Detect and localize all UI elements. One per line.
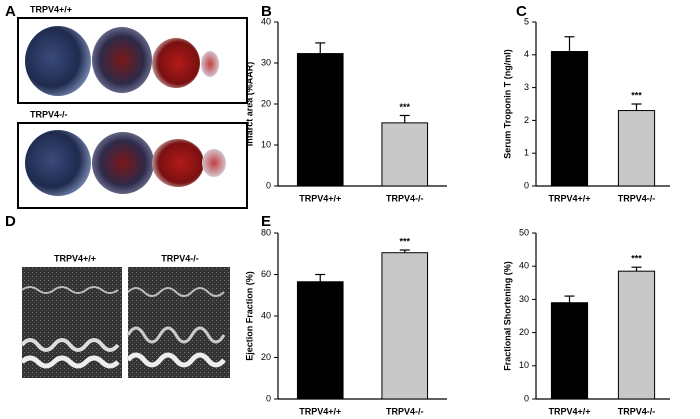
x-tick-label: TRPV4+/+ — [299, 193, 341, 203]
significance-label: *** — [399, 102, 410, 112]
y-tick-label: 40 — [261, 310, 271, 320]
image-label: TRPV4+/+ — [30, 4, 72, 14]
x-tick-label: TRPV4+/+ — [548, 193, 590, 203]
x-tick-label: TRPV4+/+ — [299, 406, 341, 416]
y-tick-label: 20 — [261, 98, 271, 108]
y-axis-label: Serum Troponin T (ng/ml) — [502, 49, 512, 159]
panel-label: A — [5, 3, 16, 20]
x-tick-label: TRPV4-/- — [386, 193, 424, 203]
y-tick-label: 5 — [524, 16, 529, 26]
image-label: TRPV4-/- — [161, 253, 199, 263]
y-tick-label: 40 — [261, 16, 271, 26]
bar — [296, 53, 344, 187]
x-tick-label: TRPV4-/- — [618, 406, 656, 416]
heart-slices-image — [17, 17, 248, 104]
y-tick-label: 20 — [261, 352, 271, 362]
x-tick-label: TRPV4-/- — [386, 406, 424, 416]
y-tick-label: 30 — [519, 294, 529, 304]
y-tick-label: 1 — [524, 148, 529, 158]
bar — [617, 110, 656, 187]
panel-label: D — [5, 213, 16, 230]
y-axis-label: Fractional Shortening (%) — [502, 261, 512, 371]
y-tick-label: 4 — [524, 49, 529, 59]
y-tick-label: 50 — [519, 227, 529, 237]
image-label: TRPV4-/- — [30, 109, 68, 119]
bar — [617, 270, 656, 400]
y-tick-label: 0 — [524, 393, 529, 403]
y-tick-label: 2 — [524, 115, 529, 125]
y-tick-label: 40 — [519, 261, 529, 271]
x-tick-label: TRPV4+/+ — [548, 406, 590, 416]
y-tick-label: 80 — [261, 227, 271, 237]
y-tick-label: 3 — [524, 82, 529, 92]
y-tick-label: 10 — [519, 360, 529, 370]
bar — [296, 281, 344, 400]
bar — [381, 252, 429, 400]
heart-slices-image — [17, 122, 248, 209]
echo-image — [20, 267, 230, 378]
y-tick-label: 60 — [261, 269, 271, 279]
bar — [550, 302, 589, 400]
y-tick-label: 30 — [261, 57, 271, 67]
panel-label: C — [516, 3, 527, 20]
significance-label: *** — [631, 254, 642, 264]
y-tick-label: 10 — [261, 139, 271, 149]
significance-label: *** — [399, 236, 410, 246]
panel-label: B — [261, 3, 272, 20]
y-tick-label: 20 — [519, 327, 529, 337]
bar — [381, 122, 429, 187]
y-tick-label: 0 — [266, 180, 271, 190]
significance-label: *** — [631, 90, 642, 100]
y-axis-label: Infarct area (%AAR) — [244, 62, 254, 147]
y-tick-label: 0 — [266, 393, 271, 403]
bar — [550, 51, 589, 187]
image-label: TRPV4+/+ — [54, 253, 96, 263]
panel-label: E — [261, 213, 271, 230]
y-tick-label: 0 — [524, 180, 529, 190]
x-tick-label: TRPV4-/- — [618, 193, 656, 203]
y-axis-label: Ejection Fraction (%) — [244, 271, 254, 361]
